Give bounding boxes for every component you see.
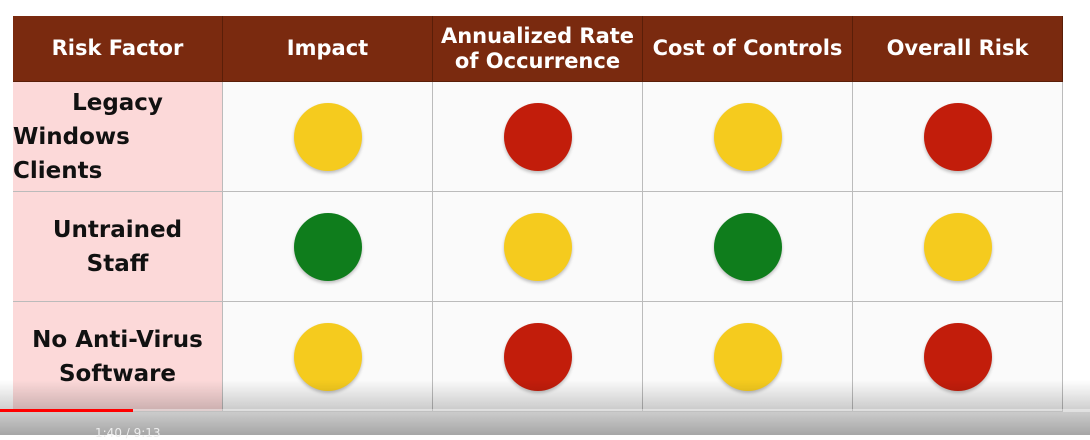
header-cell: Overall Risk bbox=[853, 16, 1063, 82]
header-cell: Impact bbox=[223, 16, 433, 82]
header-cell: Cost of Controls bbox=[643, 16, 853, 82]
time-display: 1:40 / 9:13 bbox=[95, 426, 161, 440]
rating-cell bbox=[223, 302, 433, 412]
rating-cell bbox=[643, 302, 853, 412]
rating-dot bbox=[293, 102, 362, 171]
table-row: Untrained Staff bbox=[13, 192, 1063, 302]
rating-dot bbox=[293, 322, 362, 391]
header-row: Risk Factor Impact Annualized Rate of Occur… bbox=[13, 16, 1063, 82]
progress-played bbox=[0, 409, 133, 412]
rating-cell bbox=[853, 302, 1063, 412]
rating-cell bbox=[223, 192, 433, 302]
text-line: Impact bbox=[286, 36, 369, 60]
table-row: Legacy Windows Clients bbox=[13, 82, 1063, 192]
text-line: Staff bbox=[86, 250, 149, 277]
rating-dot bbox=[713, 102, 782, 171]
row-label: No Anti-Virus Software bbox=[13, 302, 223, 412]
risk-table: Risk Factor Impact Annualized Rate of Occur… bbox=[13, 16, 1063, 412]
text-line: of Occurrence bbox=[454, 48, 621, 73]
rating-cell bbox=[853, 82, 1063, 192]
rating-dot bbox=[713, 212, 782, 281]
text-line: Software bbox=[58, 360, 177, 387]
text-line: Risk Factor bbox=[51, 36, 184, 60]
rating-cell bbox=[643, 82, 853, 192]
rating-cell bbox=[853, 192, 1063, 302]
header-cell: Risk Factor bbox=[13, 16, 223, 82]
rating-dot bbox=[293, 212, 362, 281]
rating-dot bbox=[923, 102, 992, 171]
text-line: Annualized Rate bbox=[440, 23, 635, 48]
rating-cell bbox=[223, 82, 433, 192]
rating-dot bbox=[503, 212, 572, 281]
rating-dot bbox=[503, 322, 572, 391]
rating-cell bbox=[433, 302, 643, 412]
rating-cell bbox=[643, 192, 853, 302]
text-line: Legacy bbox=[72, 89, 163, 116]
rating-cell bbox=[433, 82, 643, 192]
text-line: Cost of Controls bbox=[652, 36, 843, 60]
progress-track[interactable] bbox=[0, 409, 1090, 412]
rating-dot bbox=[713, 322, 782, 391]
text-line: Overall Risk bbox=[886, 36, 1029, 60]
row-label: Untrained Staff bbox=[13, 192, 223, 302]
rating-dot bbox=[923, 322, 992, 391]
rating-cell bbox=[433, 192, 643, 302]
table-row: No Anti-Virus Software bbox=[13, 302, 1063, 412]
text-line: Windows Clients bbox=[13, 123, 130, 184]
player-controls bbox=[0, 380, 1090, 435]
text-line: Untrained bbox=[52, 216, 183, 243]
header-cell: Annualized Rate of Occurrence bbox=[433, 16, 643, 82]
rating-dot bbox=[923, 212, 992, 281]
row-label: Legacy Windows Clients bbox=[13, 82, 223, 192]
rating-dot bbox=[503, 102, 572, 171]
text-line: No Anti-Virus bbox=[32, 326, 203, 353]
